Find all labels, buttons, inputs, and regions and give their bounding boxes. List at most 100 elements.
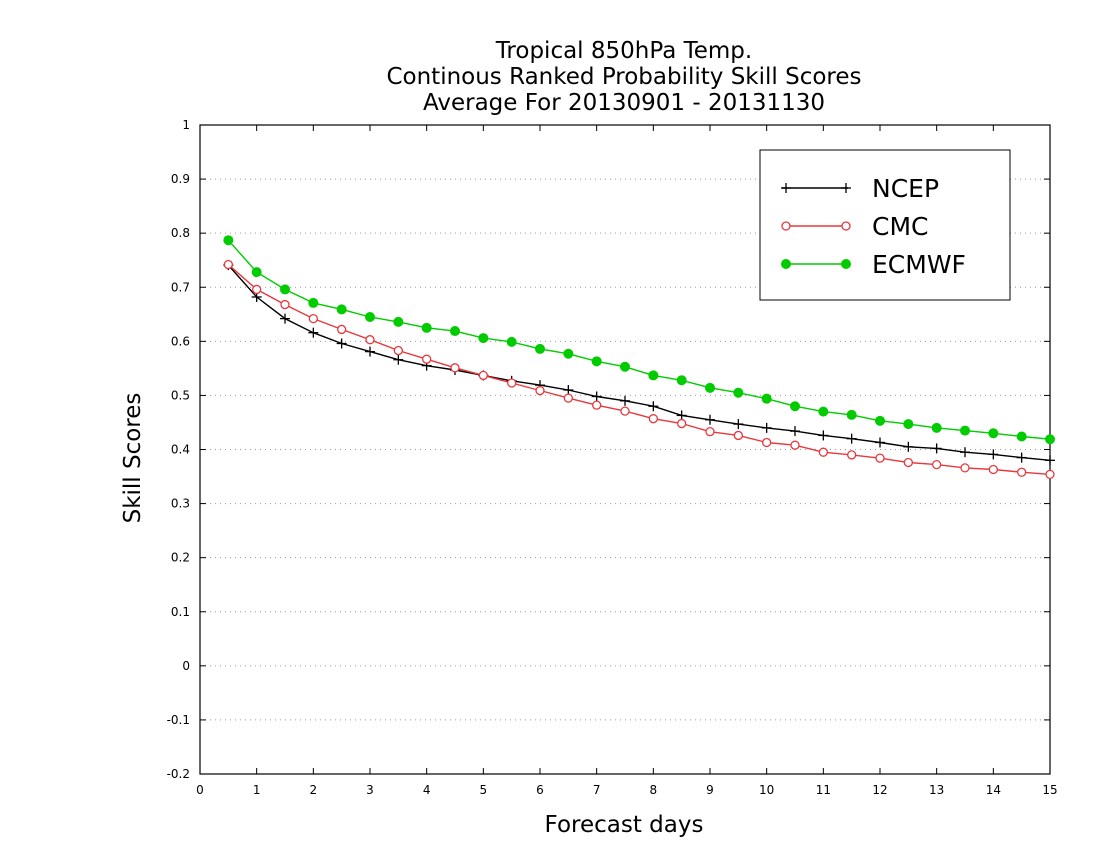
x-tick-label: 4: [423, 783, 431, 797]
data-point-cmc: [393, 345, 403, 356]
data-point-cmc: [1045, 469, 1055, 480]
data-point-cmc: [563, 393, 573, 403]
series-ecmwf: [223, 235, 1055, 445]
data-point-ecmwf: [506, 336, 517, 347]
x-tick-label: 5: [480, 783, 488, 797]
data-point-ecmwf: [393, 316, 404, 327]
data-point-cmc: [280, 299, 290, 310]
y-tick-label: -0.1: [167, 713, 190, 727]
x-tick-label: 10: [759, 783, 774, 797]
data-point-ncep: [648, 401, 659, 412]
data-point-ecmwf: [705, 382, 715, 393]
series-cmc: [223, 259, 1055, 480]
legend-marker-cmc: [841, 221, 851, 231]
series-ncep: [223, 260, 1055, 466]
data-point-cmc: [620, 406, 630, 416]
data-point-ecmwf: [620, 361, 630, 372]
data-point-ecmwf: [535, 343, 545, 354]
data-point-ncep: [733, 419, 744, 430]
legend-label-ecmwf: ECMWF: [872, 250, 966, 279]
y-tick-label: 0.9: [171, 172, 190, 186]
data-point-ncep: [591, 391, 602, 402]
chart-title: Tropical 850hPa Temp. Continous Ranked P…: [386, 38, 861, 116]
data-point-ecmwf: [790, 401, 800, 412]
data-point-cmc: [592, 400, 602, 410]
data-point-ecmwf: [563, 348, 574, 359]
data-point-cmc: [790, 440, 800, 450]
data-point-ncep: [931, 443, 942, 454]
y-axis-label: Skill Scores: [120, 393, 146, 524]
data-point-cmc: [535, 385, 545, 396]
data-point-ecmwf: [733, 387, 744, 398]
data-point-ecmwf: [308, 297, 319, 308]
data-point-ecmwf: [1016, 431, 1027, 442]
y-axis-ticks: -0.2 -0.1 0 0.1 0.2 0.3 0.4 0.5 0.6 0.7 0.8 0.9 1: [167, 118, 1050, 781]
data-point-ncep: [903, 441, 914, 452]
chart-title-line-2: Continous Ranked Probability Skill Score…: [386, 64, 861, 90]
data-point-ecmwf: [591, 356, 602, 367]
data-point-ecmwf: [988, 428, 999, 439]
data-point-cmc: [932, 459, 942, 470]
data-point-ncep: [960, 447, 970, 458]
data-point-ecmwf: [648, 370, 659, 381]
data-point-ecmwf: [365, 311, 375, 322]
y-tick-label: -0.2: [167, 767, 190, 781]
data-point-ncep: [676, 410, 687, 421]
data-point-ncep: [705, 414, 715, 425]
data-point-ecmwf: [903, 419, 914, 430]
x-tick-label: 9: [706, 783, 714, 797]
y-tick-label: 0.6: [171, 334, 190, 348]
legend-box: [759, 149, 1011, 301]
data-point-ecmwf: [251, 267, 262, 278]
chart-title-line-1: Tropical 850hPa Temp.: [495, 38, 752, 64]
x-tick-label: 11: [816, 783, 831, 797]
data-point-ncep: [1016, 452, 1027, 463]
data-point-cmc: [1017, 467, 1027, 477]
data-series: [223, 235, 1055, 480]
data-point-ncep: [280, 313, 290, 324]
data-point-cmc: [337, 324, 347, 335]
legend-label-cmc: CMC: [872, 212, 928, 241]
data-point-ecmwf: [336, 304, 347, 315]
y-tick-label: 1: [182, 118, 190, 132]
x-tick-label: 6: [536, 783, 544, 797]
data-point-ncep: [818, 430, 829, 441]
data-point-ecmwf: [818, 406, 829, 417]
data-point-ncep: [365, 346, 375, 357]
data-point-ecmwf: [280, 284, 290, 295]
chart-title-line-3: Average For 20130901 - 20131130: [423, 90, 825, 116]
data-point-ecmwf: [960, 425, 970, 436]
data-point-cmc: [677, 418, 687, 429]
data-point-ecmwf: [676, 375, 687, 386]
data-point-ecmwf: [421, 322, 432, 333]
x-tick-label: 13: [929, 783, 944, 797]
data-point-ncep: [308, 327, 319, 338]
data-point-ecmwf: [1045, 434, 1055, 445]
data-point-cmc: [818, 447, 828, 457]
legend-marker-ecmwf: [841, 259, 851, 269]
data-point-ncep: [336, 338, 347, 349]
data-point-ncep: [1045, 455, 1055, 466]
y-tick-label: 0: [182, 659, 190, 673]
x-tick-label: 3: [366, 783, 374, 797]
data-point-cmc: [648, 414, 658, 424]
y-tick-label: 0.5: [171, 388, 190, 402]
x-tick-label: 2: [310, 783, 318, 797]
grid-lines: [200, 178, 1050, 721]
data-point-cmc: [507, 378, 517, 388]
x-tick-label: 7: [593, 783, 601, 797]
data-point-cmc: [875, 453, 885, 463]
y-tick-label: 0.7: [171, 280, 190, 294]
data-point-cmc: [847, 450, 857, 460]
data-point-ncep: [846, 433, 857, 444]
y-tick-label: 0.8: [171, 226, 190, 240]
data-point-ncep: [563, 385, 574, 396]
legend-marker-ncep: [781, 183, 791, 193]
data-point-cmc: [450, 363, 460, 373]
data-point-cmc: [365, 335, 375, 345]
legend-label-ncep: NCEP: [872, 174, 939, 203]
data-point-ncep: [761, 422, 772, 433]
data-point-cmc: [903, 457, 913, 468]
data-point-ncep: [988, 449, 999, 460]
